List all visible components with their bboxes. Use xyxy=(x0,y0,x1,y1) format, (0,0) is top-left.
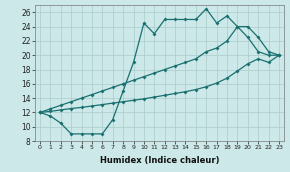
X-axis label: Humidex (Indice chaleur): Humidex (Indice chaleur) xyxy=(100,156,219,165)
